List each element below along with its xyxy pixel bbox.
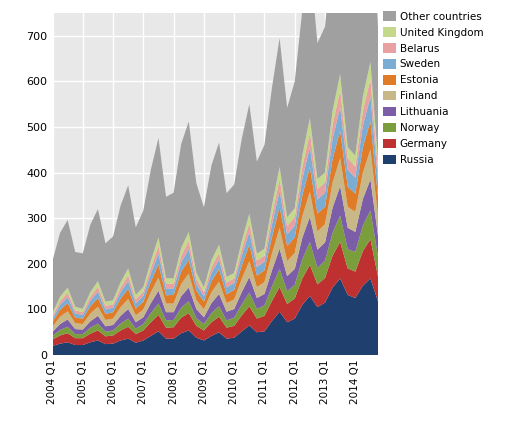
Legend: Other countries, United Kingdom, Belarus, Sweden, Estonia, Finland, Lithuania, N: Other countries, United Kingdom, Belarus…	[383, 11, 484, 165]
